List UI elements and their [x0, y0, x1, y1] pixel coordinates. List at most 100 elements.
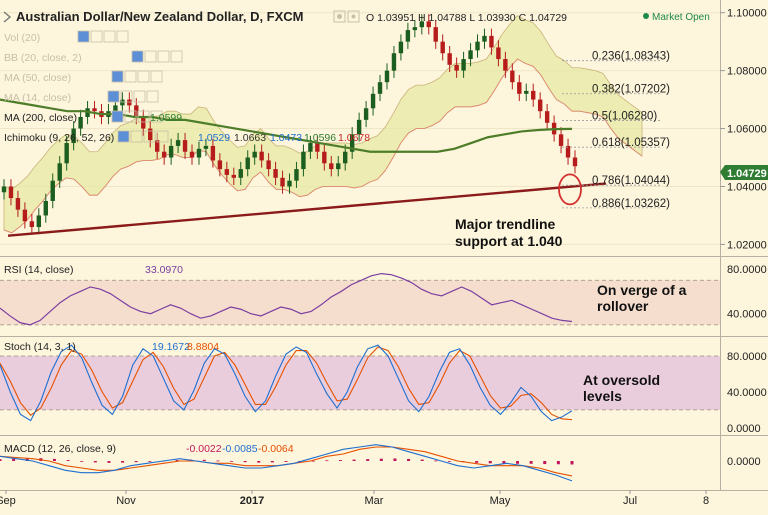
macd-hist-bar	[270, 461, 274, 463]
macd-hist-bar	[366, 459, 370, 461]
legend-control-icon[interactable]	[130, 130, 143, 143]
legend-control-icon[interactable]	[137, 70, 150, 83]
candle-body	[356, 119, 362, 135]
last-price-tag: 1.04729	[720, 165, 768, 180]
candle-body	[238, 169, 243, 178]
legend-control-icon[interactable]	[144, 50, 157, 63]
legend-control-icon[interactable]	[146, 90, 159, 103]
legend-control-icon[interactable]	[111, 110, 124, 123]
fib-level-label: 0.886(1.03262)	[592, 198, 670, 210]
legend-control-icon[interactable]	[111, 70, 124, 83]
candle-body	[78, 116, 83, 129]
candle-body	[217, 160, 223, 170]
macd-line-value: -0.0085	[222, 443, 258, 455]
annotation-line: rollover	[597, 298, 649, 314]
candle-body	[196, 148, 202, 158]
macd-hist-bar	[379, 458, 383, 461]
macd-hist-bar	[311, 460, 315, 462]
macd-hist-bar	[420, 459, 424, 461]
candle-body	[294, 169, 299, 181]
candle-body	[57, 163, 62, 181]
indicator-label: Vol (20)	[4, 32, 40, 44]
legend-control-icon[interactable]	[150, 70, 163, 83]
macd-legend[interactable]: MACD (12, 26, close, 9) -0.0022 -0.0085 …	[4, 443, 294, 455]
legend-control-icon[interactable]	[137, 110, 150, 123]
candle-body	[391, 53, 397, 71]
rsi-legend[interactable]: RSI (14, close) 33.0970	[4, 264, 183, 276]
stoch-k-line	[0, 344, 573, 422]
candle-body	[426, 21, 431, 28]
legend-control-icon[interactable]	[150, 110, 163, 123]
indicator-ichimoku[interactable]: Ichimoku (9, 26, 52, 26) 1.0529 1.0663 1…	[4, 132, 370, 144]
legend-control-icon[interactable]	[107, 90, 120, 103]
legend-control-icon[interactable]	[124, 110, 137, 123]
indicator-ma14[interactable]: MA (14, close)	[4, 92, 71, 104]
rsi-tick-label: 40.0000	[727, 309, 767, 321]
collapse-arrow-icon[interactable]	[3, 11, 12, 23]
symbol-title: Australian Dollar/New Zealand Dollar, D,…	[16, 9, 304, 24]
candle-body	[301, 151, 306, 170]
legend-control-icon[interactable]	[124, 70, 137, 83]
macd-hist-bar	[570, 461, 574, 465]
indicator-ma200[interactable]: MA (200, close) 1.0599	[4, 112, 182, 124]
legend-control-icon[interactable]	[131, 50, 144, 63]
indicator-ma50[interactable]: MA (50, close)	[4, 72, 71, 84]
header-settings-icon[interactable]	[333, 10, 346, 23]
legend-control-icon[interactable]	[170, 50, 183, 63]
candle-body	[558, 134, 564, 146]
support-touch-circle	[558, 173, 582, 206]
macd-hist-bar	[284, 461, 288, 462]
fib-level-label: 0.5(1.06280)	[592, 110, 657, 122]
legend-control-icon[interactable]	[157, 50, 170, 63]
rsi-annotation: On verge of a rollover	[597, 282, 687, 314]
indicator-bb[interactable]: BB (20, close, 2)	[4, 52, 82, 64]
ichimoku-value: 1.0596	[304, 132, 336, 144]
macd-hist-bar	[243, 461, 247, 463]
legend-control-icon[interactable]	[116, 30, 129, 43]
legend-control-icon[interactable]	[120, 90, 133, 103]
candle-body	[447, 53, 452, 65]
fib-level-label: 0.618(1.05357)	[592, 137, 670, 149]
candle-body	[524, 90, 529, 94]
header-visibility-icon[interactable]	[347, 10, 360, 23]
legend-control-icon[interactable]	[133, 90, 146, 103]
stoch-legend[interactable]: Stoch (14, 3, 1) 19.1672 8.8804	[4, 341, 219, 353]
candle-body	[71, 128, 76, 144]
market-status: Market Open	[652, 12, 710, 23]
candle-body	[189, 151, 195, 158]
fib-level-label: 0.382(1.07202)	[592, 84, 670, 96]
candle-body	[537, 99, 543, 112]
legend-control-icon[interactable]	[77, 30, 90, 43]
candle-body	[496, 47, 501, 60]
candle-body	[210, 145, 216, 161]
legend-control-icon[interactable]	[103, 30, 116, 43]
candle-body	[203, 145, 209, 149]
macd-signal-value: -0.0064	[258, 443, 294, 455]
candle-body	[168, 145, 174, 158]
chart-header: Australian Dollar/New Zealand Dollar, D,…	[3, 9, 710, 24]
macd-hist-bar	[393, 458, 397, 461]
stoch-title: Stoch (14, 3, 1)	[4, 341, 76, 353]
macd-hist-bar	[121, 461, 125, 463]
candle-body	[336, 163, 341, 170]
legend-control-icon[interactable]	[143, 130, 156, 143]
macd-pane[interactable]	[0, 436, 720, 490]
macd-hist-bar	[338, 460, 342, 461]
legend-control-icon[interactable]	[90, 30, 103, 43]
candle-body	[405, 30, 411, 42]
candle-body	[245, 157, 250, 170]
rsi-band	[0, 280, 720, 325]
candle-body	[468, 50, 473, 60]
legend-control-icon[interactable]	[117, 130, 130, 143]
candle-body	[273, 169, 278, 178]
candle-body	[370, 93, 376, 109]
candle-body	[433, 27, 438, 42]
stoch-d-value: 8.8804	[187, 341, 219, 353]
macd-hist-bar	[230, 461, 234, 462]
candle-body	[29, 221, 35, 228]
indicator-vol[interactable]: Vol (20)	[4, 32, 40, 44]
legend-control-icon[interactable]	[156, 130, 169, 143]
last-price-tag-shape	[720, 165, 768, 180]
price-tick-label: 1.08000	[727, 66, 767, 78]
candle-body	[22, 209, 28, 222]
